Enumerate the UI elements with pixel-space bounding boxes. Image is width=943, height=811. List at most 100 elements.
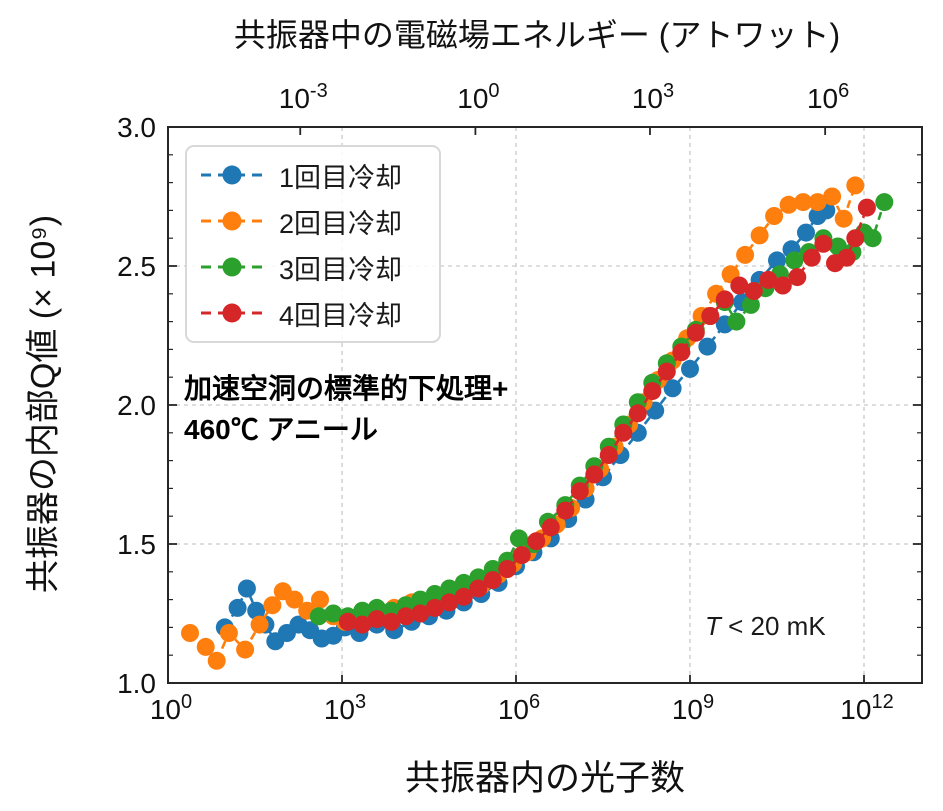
data-point xyxy=(469,579,488,598)
top-tick-label: 10-3 xyxy=(279,80,328,114)
data-point xyxy=(440,579,459,598)
data-point xyxy=(425,585,444,603)
legend-marker xyxy=(201,257,263,277)
data-point xyxy=(875,193,894,212)
legend-marker xyxy=(201,303,263,323)
temperature-value: < 20 mK xyxy=(720,611,826,641)
x-tick-label: 1012 xyxy=(840,691,893,725)
data-point xyxy=(454,573,473,592)
data-point xyxy=(765,207,784,225)
data-point xyxy=(219,624,238,642)
y-tick-label: 1.0 xyxy=(117,668,156,699)
x-tick-label: 106 xyxy=(498,691,540,725)
data-point xyxy=(779,195,798,214)
data-point xyxy=(750,226,769,245)
legend-entry-2: 2回目冷却 xyxy=(187,198,439,244)
annotation-treatment-line1: 加速空洞の標準的下処理+ xyxy=(184,373,509,404)
data-point xyxy=(285,590,304,609)
data-point xyxy=(823,187,842,206)
data-point xyxy=(730,276,749,295)
data-point xyxy=(657,362,676,381)
data-point xyxy=(454,587,473,606)
data-point xyxy=(353,615,372,634)
legend-dot xyxy=(222,211,242,231)
legend-label: 2回目冷却 xyxy=(279,208,403,239)
data-point xyxy=(686,323,705,342)
data-point xyxy=(585,465,604,484)
data-point xyxy=(788,268,807,287)
data-point xyxy=(727,312,746,331)
data-point xyxy=(411,604,430,623)
data-point xyxy=(207,651,226,670)
data-point xyxy=(744,282,763,300)
data-point xyxy=(250,615,269,634)
data-point xyxy=(527,532,546,551)
data-point xyxy=(643,382,662,401)
data-point xyxy=(440,593,459,612)
data-point xyxy=(411,590,430,609)
data-point xyxy=(311,590,329,609)
legend: 1回目冷却 2回目冷却 3回目冷却 4回目冷却 xyxy=(185,145,441,343)
data-point xyxy=(808,193,827,212)
data-point xyxy=(663,379,682,398)
data-point xyxy=(736,245,755,264)
legend-marker xyxy=(201,165,263,185)
data-point xyxy=(556,501,575,520)
legend-entry-4: 4回目冷却 xyxy=(187,290,439,336)
data-point xyxy=(237,579,256,598)
annotation-temperature: T < 20 mK xyxy=(705,611,826,642)
data-point xyxy=(846,229,865,248)
data-point xyxy=(785,251,804,270)
data-point xyxy=(599,446,618,464)
annotation-treatment: 加速空洞の標準的下処理+ 460℃ アニール xyxy=(184,368,508,450)
data-point xyxy=(228,598,247,617)
data-point xyxy=(857,198,876,217)
data-point xyxy=(541,518,560,537)
data-point xyxy=(509,529,528,548)
legend-dot xyxy=(222,257,242,277)
data-point xyxy=(773,276,792,295)
temperature-symbol: T xyxy=(705,611,721,641)
legend-dot xyxy=(222,303,242,323)
data-point xyxy=(309,607,328,626)
y-tick-label: 3.0 xyxy=(117,112,156,143)
legend-entry-1: 1回目冷却 xyxy=(187,152,439,198)
data-point xyxy=(196,637,215,656)
annotation-treatment-line2: 460℃ アニール xyxy=(184,414,378,445)
legend-label: 3回目冷却 xyxy=(279,254,403,285)
x-tick-label: 109 xyxy=(672,691,714,725)
data-point xyxy=(681,359,699,378)
data-point xyxy=(768,251,786,270)
y-tick-label: 2.0 xyxy=(117,390,156,421)
top-axis-title: 共振器中の電磁場エネルギー (アトワット) xyxy=(233,17,841,53)
data-point xyxy=(512,546,531,565)
legend-marker xyxy=(201,211,263,231)
data-point xyxy=(628,404,647,423)
data-point xyxy=(181,624,199,642)
data-point xyxy=(338,612,357,631)
x-axis-title: 共振器内の光子数 xyxy=(404,759,685,798)
data-point xyxy=(367,610,386,629)
data-point xyxy=(846,176,865,195)
legend-dot xyxy=(222,165,242,185)
data-point xyxy=(498,560,517,578)
y-tick-label: 1.5 xyxy=(117,529,156,560)
y-tick-label: 2.5 xyxy=(117,251,156,282)
data-point xyxy=(701,307,720,325)
data-point xyxy=(425,598,444,617)
data-point xyxy=(263,596,282,615)
data-point xyxy=(741,295,760,314)
data-point xyxy=(570,482,589,501)
legend-label: 4回目冷却 xyxy=(279,300,403,331)
data-point xyxy=(863,229,882,248)
data-point xyxy=(802,248,821,267)
data-point xyxy=(814,234,833,253)
data-point xyxy=(382,612,401,631)
data-point xyxy=(837,248,856,267)
legend-label: 1回目冷却 xyxy=(279,162,403,193)
data-point xyxy=(794,193,813,212)
data-point xyxy=(236,640,255,659)
top-tick-label: 103 xyxy=(632,80,674,114)
data-point xyxy=(396,607,415,626)
